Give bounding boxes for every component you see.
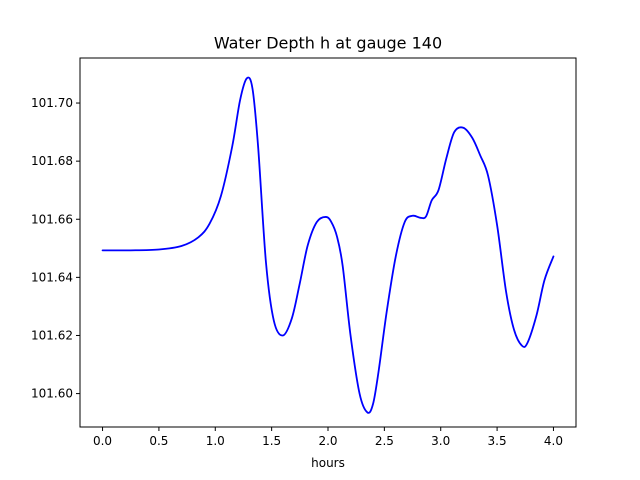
- x-tick-label: 0.5: [149, 434, 168, 448]
- x-axis-title: hours: [311, 456, 345, 470]
- y-tick-label: 101.68: [31, 154, 73, 168]
- y-tick-label: 101.70: [31, 96, 73, 110]
- x-tick-label: 0.0: [93, 434, 112, 448]
- y-tick-label: 101.64: [31, 270, 73, 284]
- series-line-0: [101, 76, 555, 414]
- y-axis: 101.60 101.62 101.64 101.66 101.68 101.70: [31, 96, 80, 401]
- y-tick-label: 101.66: [31, 212, 73, 226]
- y-tick-label: 101.62: [31, 328, 73, 342]
- x-tick-label: 3.0: [431, 434, 450, 448]
- x-axis: 0.0 0.5 1.0 1.5 2.0 2.5 3.0 3.5 4.0: [93, 427, 563, 448]
- plot-area: [101, 76, 555, 414]
- x-tick-label: 3.5: [488, 434, 507, 448]
- x-tick-label: 2.0: [318, 434, 337, 448]
- x-tick-label: 1.5: [262, 434, 281, 448]
- x-tick-label: 2.5: [375, 434, 394, 448]
- axes-frame: [79, 57, 577, 428]
- x-tick-label: 1.0: [206, 434, 225, 448]
- chart-title: Water Depth h at gauge 140: [214, 34, 442, 53]
- x-tick-label: 4.0: [544, 434, 563, 448]
- y-tick-label: 101.60: [31, 387, 73, 401]
